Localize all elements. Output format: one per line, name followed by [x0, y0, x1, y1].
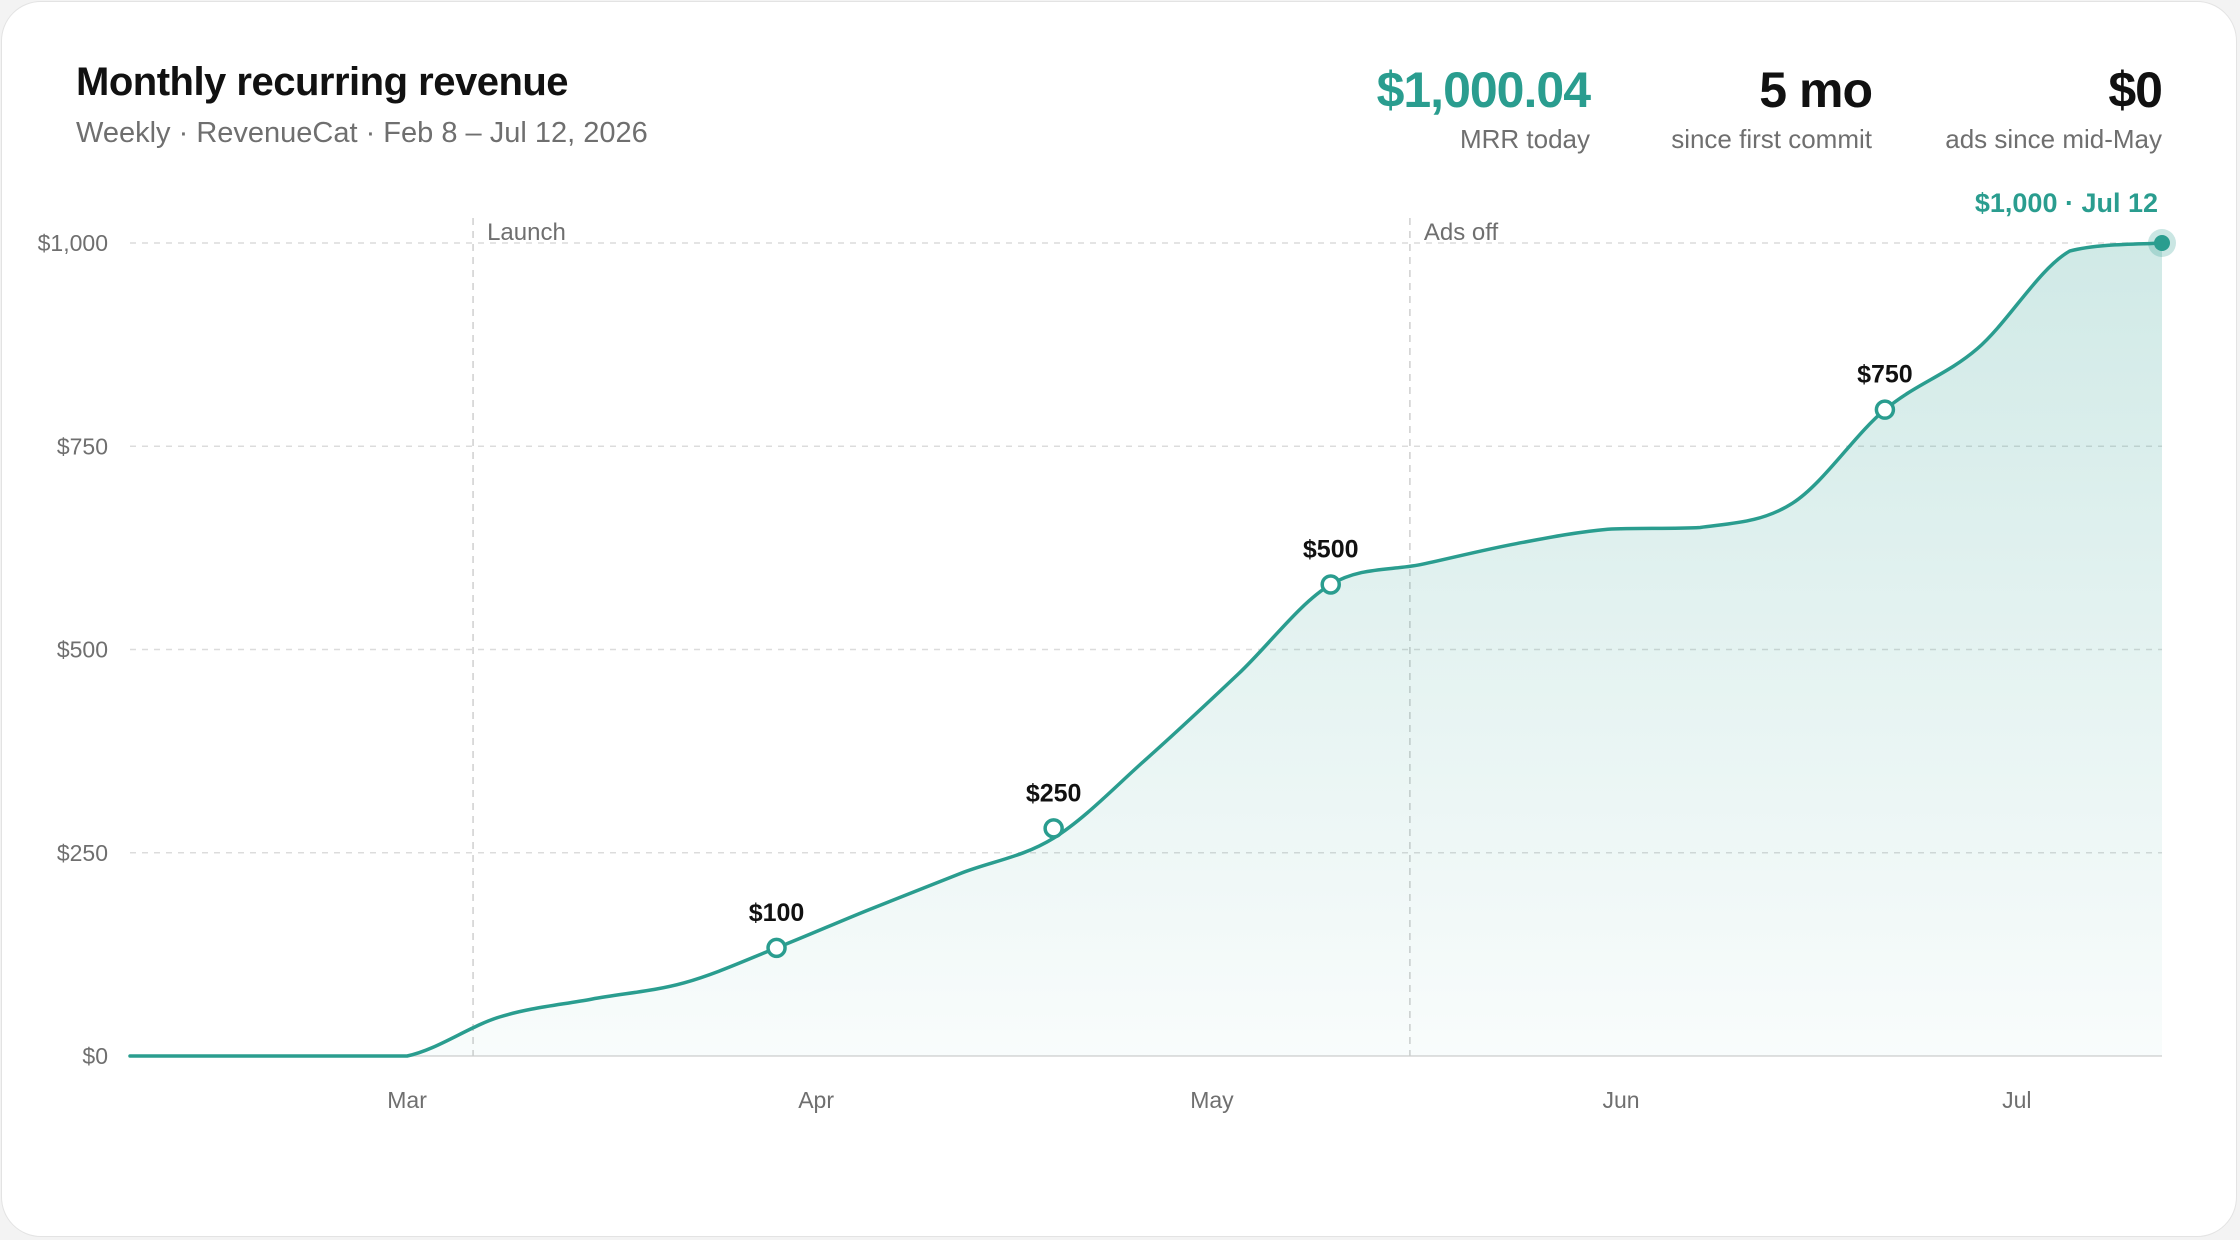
x-tick-label: Jun	[1602, 1087, 1639, 1113]
end-point	[2154, 235, 2170, 251]
chart-title: Monthly recurring revenue	[76, 60, 569, 104]
mrr-area-fill	[130, 243, 2162, 1056]
y-tick-label: $1,000	[38, 230, 108, 256]
x-tick-label: Jul	[2002, 1087, 2031, 1113]
y-tick-label: $500	[57, 637, 108, 663]
y-tick-label: $750	[57, 433, 108, 459]
milestone-label: $750	[1857, 361, 1913, 389]
x-tick-label: Mar	[387, 1087, 427, 1113]
stat-label: MRR today	[1459, 124, 1590, 154]
stat-value: $0	[2108, 62, 2163, 118]
end-point-label: $1,000 · Jul 12	[1975, 188, 2158, 218]
stat-ads-since-mid-may: $0 ads since mid-May	[1945, 60, 2163, 155]
annotation-label: Ads off	[1424, 219, 1499, 246]
milestone-label: $100	[749, 899, 805, 927]
y-tick-label: $250	[57, 840, 108, 866]
stat-label: since first commit	[1671, 124, 1872, 154]
mrr-series-line	[128, 241, 2164, 1058]
stat-label: ads since mid-May	[1945, 124, 2162, 154]
milestone-point	[766, 937, 787, 959]
chart-subtitle: Weekly · RevenueCat · Feb 8 – Jul 12, 20…	[76, 117, 648, 149]
x-tick-label: May	[1190, 1087, 1234, 1113]
annotation-label: Launch	[487, 219, 566, 246]
milestone-label: $500	[1303, 535, 1359, 563]
x-tick-label: Apr	[798, 1087, 834, 1113]
y-tick-label: $0	[82, 1043, 108, 1069]
stat-value: $1,000.04	[1376, 62, 1591, 118]
milestone-point	[1320, 574, 1341, 595]
milestone-point	[1043, 818, 1064, 839]
milestone-point	[1874, 399, 1896, 420]
stat-mrr-today: $1,000.04 MRR today	[1376, 60, 1591, 155]
stat-value: 5 mo	[1759, 62, 1873, 118]
stat-since-first-commit: 5 mo since first commit	[1671, 60, 1873, 155]
milestone-label: $250	[1026, 779, 1082, 807]
